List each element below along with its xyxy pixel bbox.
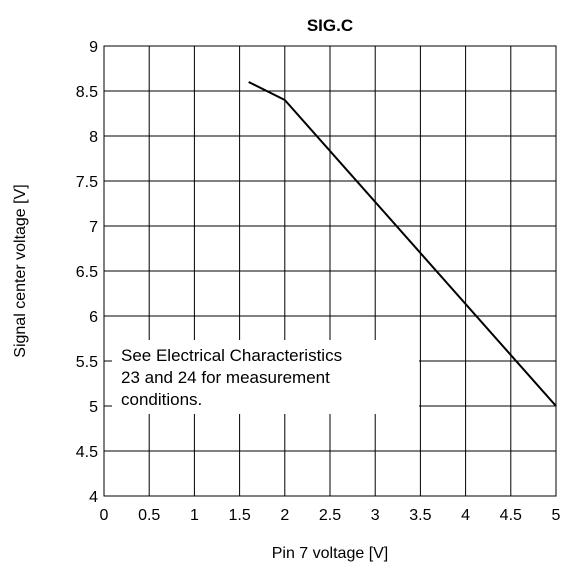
x-axis-label: Pin 7 voltage [V] (272, 545, 389, 562)
x-tick-label: 0 (100, 507, 109, 524)
plot-frame (103, 45, 557, 497)
annotation-line-2: 23 and 24 for measurement (121, 368, 330, 387)
x-tick-label: 2 (280, 507, 289, 524)
x-tick-label: 4 (461, 507, 470, 524)
y-tick-label: 8 (89, 129, 98, 146)
y-tick-label: 4 (89, 489, 98, 506)
chart-title: SIG.C (307, 16, 353, 35)
x-tick-label: 1 (190, 507, 199, 524)
y-tick-labels: 4 4.5 5 5.5 6 6.5 7 7.5 8 8.5 9 (76, 39, 98, 506)
x-tick-labels: 0 0.5 1 1.5 2 2.5 3 3.5 4 4.5 5 (100, 507, 561, 524)
x-tick-label: 2.5 (319, 507, 341, 524)
series-layer (248, 81, 557, 407)
annotation-backdrop (112, 340, 419, 414)
y-tick-label: 5.5 (76, 354, 98, 371)
annotation-line-3: conditions. (121, 390, 202, 409)
y-tick-label: 5 (89, 399, 98, 416)
x-tick-label: 3 (371, 507, 380, 524)
x-tick-label: 3.5 (409, 507, 431, 524)
annotation-line-1: See Electrical Characteristics (121, 346, 342, 365)
y-tick-label: 7.5 (76, 174, 98, 191)
y-tick-label: 6 (89, 309, 98, 326)
y-tick-label: 7 (89, 219, 98, 236)
x-tick-label: 4.5 (500, 507, 522, 524)
series-line (248, 81, 557, 407)
x-tick-label: 1.5 (228, 507, 250, 524)
x-tick-label: 0.5 (138, 507, 160, 524)
x-tick-label: 5 (552, 507, 561, 524)
y-axis-label: Signal center voltage [V] (12, 184, 29, 357)
y-tick-label: 6.5 (76, 264, 98, 281)
y-tick-label: 8.5 (76, 84, 98, 101)
grid-lines (104, 46, 556, 496)
y-tick-label: 9 (89, 39, 98, 56)
y-tick-label: 4.5 (76, 444, 98, 461)
